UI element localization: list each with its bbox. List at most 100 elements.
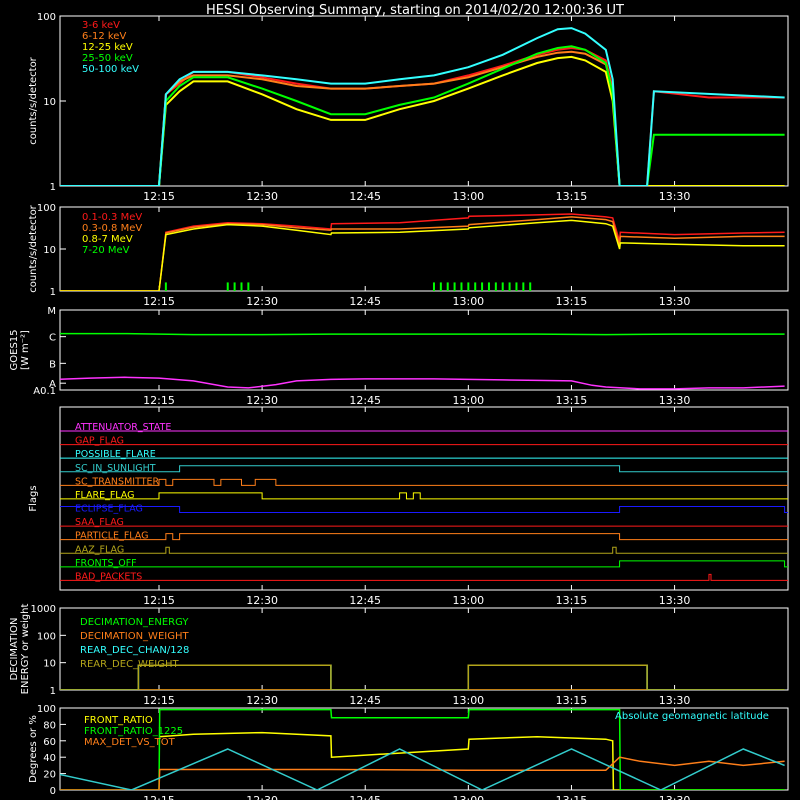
flag-line-sc-transmitter <box>60 478 788 486</box>
flag-line-fronts-off <box>60 560 788 568</box>
flag-label: BAD_PACKETS <box>75 571 142 582</box>
legend-entry: DECIMATION_ENERGY <box>80 617 189 628</box>
legend-entry: 3-6 keV <box>82 20 120 31</box>
panels: 12:15 12:30 12:45 13:00 13:15 13:30 counts/s/d… <box>9 12 789 800</box>
y-axis-label: GOES15 <box>9 329 20 370</box>
x-tick-label: 12:45 <box>349 295 381 308</box>
y-axis-label: Flags <box>28 485 39 511</box>
flag-label: POSSIBLE_FLARE <box>75 449 156 460</box>
x-tick-label: 13:15 <box>556 794 588 800</box>
legend-entry: DECIMATION_WEIGHT <box>80 631 189 642</box>
legend-entry: 25-50 keV <box>82 53 133 64</box>
flag-line-eclipse-flag <box>60 506 788 513</box>
y-axis-label: counts/s/detector <box>28 204 39 292</box>
flag-label: PARTICLE_FLAG <box>75 531 148 542</box>
y-axis-label-2: ENERGY or weight <box>20 604 31 695</box>
x-tick-label: 13:15 <box>556 190 588 203</box>
y-axis-label: counts/s/detector <box>28 56 39 144</box>
x-tick-label: 13:15 <box>556 295 588 308</box>
legend-entry: 0.8-7 MeV <box>82 234 133 245</box>
legend-entry: 7-20 MeV <box>82 245 130 256</box>
series-line-0 <box>60 213 785 291</box>
annotation: Absolute geomagnetic latitude <box>615 711 769 722</box>
x-tick-label: 12:15 <box>143 794 175 800</box>
y-axis-label: Degrees or % <box>28 715 39 783</box>
y-tick-label: 100 <box>37 631 56 642</box>
y-tick-label: A <box>49 379 56 390</box>
flag-label: GAP_FLAG <box>75 436 124 447</box>
x-tick-label: 13:00 <box>452 694 484 707</box>
legend-entry: 0.1-0.3 MeV <box>82 212 142 223</box>
y-tick-label: 100 <box>37 704 56 715</box>
series-line-1 <box>60 216 785 291</box>
x-tick-label: 13:30 <box>659 190 691 203</box>
series-line-1 <box>60 708 785 790</box>
series-line-3 <box>60 664 785 690</box>
y-tick-label: 100 <box>37 12 56 23</box>
y-tick-label: 80 <box>43 720 56 731</box>
y-tick-label: 40 <box>43 753 56 764</box>
legend-entry: FRONT_RATIO_1225 <box>84 726 183 737</box>
x-tick-label: 12:30 <box>246 295 278 308</box>
y-tick-label: 20 <box>43 770 56 781</box>
flag-line-aaz-flag <box>60 546 788 554</box>
x-tick-label: 13:00 <box>452 190 484 203</box>
y-tick-label: 100 <box>37 203 56 214</box>
series-line-2 <box>60 55 785 186</box>
series-line-1 <box>60 50 785 186</box>
flag-label: SC_TRANSMITTER <box>75 476 160 487</box>
flag-label: ECLIPSE_FLAG <box>75 504 143 515</box>
y-axis-label: DECIMATION <box>9 617 20 680</box>
y-tick-label: 10 <box>43 659 56 670</box>
series-line-0 <box>60 332 785 336</box>
legend-entry: MAX_DET_VS_TOT <box>84 737 176 748</box>
panel-count-rates: 12:15 12:30 12:45 13:00 13:15 13:30 counts/s/d… <box>28 12 789 203</box>
y-tick-label: 10 <box>43 245 56 256</box>
x-tick-label: 13:15 <box>556 594 588 607</box>
flag-line-sc-in-sunlight <box>60 465 788 473</box>
panel-flags: 12:15 12:30 12:45 13:00 13:15 13:30 Flags ATTEN… <box>28 406 789 607</box>
legend-entry: 6-12 keV <box>82 31 126 42</box>
x-tick-label: 13:15 <box>556 694 588 707</box>
panel-decimation: 12:15 12:30 12:45 13:00 13:15 13:30 DECIMATION… <box>9 604 789 707</box>
y-tick-label: C <box>49 333 56 344</box>
figure-title: HESSI Observing Summary, starting on 201… <box>206 3 624 18</box>
x-tick-label: 12:45 <box>349 794 381 800</box>
series-line-4 <box>60 27 785 186</box>
x-tick-label: 12:30 <box>246 594 278 607</box>
x-tick-label: 13:30 <box>659 694 691 707</box>
y-tick-label: 60 <box>43 737 56 748</box>
panel-high-energy: 12:15 12:30 12:45 13:00 13:15 13:30 counts/s/d… <box>28 203 789 308</box>
flag-label: SC_IN_SUNLIGHT <box>75 463 156 474</box>
y-tick-label: A0.1 <box>33 386 56 397</box>
y-axis-label-2: [W m⁻²] <box>20 330 31 370</box>
flag-line-particle-flag <box>60 533 788 541</box>
panel-frame <box>59 206 789 292</box>
x-tick-label: 12:45 <box>349 594 381 607</box>
series-line-2 <box>60 756 785 790</box>
x-tick-label: 13:00 <box>452 594 484 607</box>
x-tick-label: 13:00 <box>452 295 484 308</box>
panel-frame <box>59 707 789 791</box>
x-tick-label: 12:15 <box>143 190 175 203</box>
panel-goes: 12:15 12:30 12:45 13:00 13:15 13:30 GOES15 [W m… <box>9 306 789 407</box>
series-line-1 <box>60 376 785 390</box>
flag-label: AAZ_FLAG <box>75 544 124 555</box>
x-tick-label: 12:15 <box>143 594 175 607</box>
y-tick-label: B <box>49 359 56 370</box>
flag-label: FLARE_FLAG <box>75 490 135 501</box>
flag-label: SAA_FLAG <box>75 517 124 528</box>
x-tick-label: 13:00 <box>452 394 484 407</box>
flag-label: FRONTS_OFF <box>75 558 137 569</box>
flag-line-flare-flag <box>60 492 788 500</box>
x-tick-label: 13:00 <box>452 794 484 800</box>
x-tick-label: 13:30 <box>659 594 691 607</box>
y-tick-label: 1000 <box>31 604 56 615</box>
y-tick-label: 0 <box>50 786 56 797</box>
panel-ratios: 12:15 12:30 12:45 13:00 13:15 13:30 Degrees or… <box>28 704 789 800</box>
x-tick-label: 12:45 <box>349 394 381 407</box>
x-tick-label: 12:30 <box>246 394 278 407</box>
panel-frame <box>59 309 789 391</box>
series-line-3 <box>60 748 785 790</box>
